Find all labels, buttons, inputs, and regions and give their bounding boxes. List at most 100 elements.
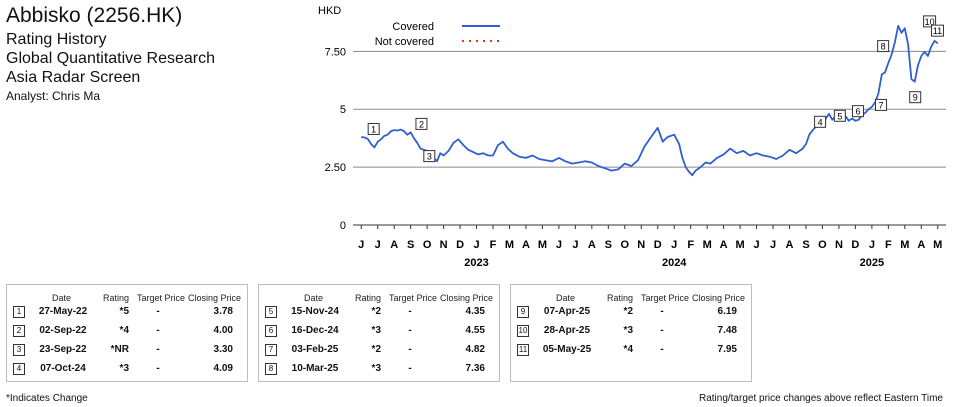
rating-marker-box: [814, 115, 827, 128]
row-rating: *3: [371, 325, 381, 336]
row-number-badge: 10: [517, 325, 529, 337]
row-target-price: -: [156, 363, 160, 374]
row-date: 16-Dec-24: [291, 325, 339, 336]
row-date: 27-May-22: [38, 306, 88, 317]
year-label: 2023: [464, 257, 488, 269]
x-tick-label: M: [933, 239, 942, 251]
year-label: 2025: [860, 257, 884, 269]
table-header-date: Date: [52, 293, 72, 303]
row-closing-price: 7.95: [717, 344, 737, 355]
subtitle-line-1: Rating History: [6, 31, 107, 48]
row-target-price: -: [408, 306, 412, 317]
row-rating: *3: [371, 363, 381, 374]
row-rating: *3: [623, 325, 633, 336]
row-date: 15-Nov-24: [291, 306, 339, 317]
row-target-price: -: [660, 306, 664, 317]
row-number-badge: 4: [13, 363, 25, 375]
row-rating: *3: [119, 363, 129, 374]
rating-marker-box: [909, 91, 922, 104]
row-rating: *2: [371, 344, 381, 355]
x-tick-label: J: [473, 239, 479, 251]
rating-marker-box: [923, 15, 937, 28]
rating-marker-label: 6: [855, 107, 860, 117]
page-title: Abbisko (2256.HK): [6, 4, 183, 27]
row-rating: *2: [623, 306, 633, 317]
x-tick-label: A: [588, 239, 596, 251]
x-tick-label: J: [358, 239, 364, 251]
table-header-date: Date: [304, 293, 324, 303]
rating-marker-box: [833, 109, 846, 122]
x-tick-label: J: [375, 239, 381, 251]
x-tick-label: S: [407, 239, 414, 251]
x-tick-label: O: [818, 239, 827, 251]
rating-marker-box: [877, 40, 890, 53]
x-tick-label: A: [720, 239, 728, 251]
table-header-date: Date: [556, 293, 576, 303]
rating-table: Date Rating Target Price Closing Price 1 27-M…: [6, 284, 248, 382]
x-tick-label: J: [556, 239, 562, 251]
table-row: 6 16-Dec-24 *3 - 4.55: [259, 325, 499, 339]
y-tick-label: 2.50: [325, 162, 346, 174]
y-tick-label: 5: [340, 104, 346, 116]
row-closing-price: 7.48: [717, 325, 737, 336]
row-closing-price: 7.36: [465, 363, 485, 374]
x-tick-label: D: [456, 239, 464, 251]
rating-marker-label: 11: [933, 26, 942, 36]
table-header-target: Target Price: [137, 293, 186, 303]
footnote-change: *Indicates Change: [6, 393, 88, 404]
row-closing-price: 3.30: [213, 344, 233, 355]
row-date: 07-Apr-25: [543, 306, 591, 317]
rating-marker-box: [851, 105, 864, 118]
x-tick-label: M: [703, 239, 712, 251]
table-header-target: Target Price: [389, 293, 438, 303]
row-rating: *4: [623, 344, 633, 355]
x-tick-label: J: [572, 239, 578, 251]
x-tick-label: O: [423, 239, 432, 251]
price-series-line: [361, 25, 939, 177]
table-row: 5 15-Nov-24 *2 - 4.35: [259, 306, 499, 320]
row-target-price: -: [156, 325, 160, 336]
row-number-badge: 7: [265, 344, 277, 356]
header: Abbisko (2256.HK) Rating History Global …: [6, 2, 215, 104]
rating-marker-label: 2: [419, 119, 424, 129]
row-number-badge: 1: [13, 306, 25, 318]
x-tick-label: N: [835, 239, 843, 251]
rating-table: Date Rating Target Price Closing Price 9 07-A…: [510, 284, 752, 382]
x-tick-label: O: [621, 239, 630, 251]
subtitle-line-2: Global Quantitative Research: [6, 50, 215, 67]
footnote-eastern-time: Rating/target price changes above reflec…: [698, 393, 943, 404]
x-tick-label: F: [885, 239, 892, 251]
rating-marker-box: [367, 122, 380, 135]
x-tick-label: J: [770, 239, 776, 251]
rating-marker-label: 4: [818, 117, 823, 127]
table-row: 7 03-Feb-25 *2 - 4.82: [259, 344, 499, 358]
x-tick-label: N: [637, 239, 645, 251]
table-header-closing: Closing Price: [440, 293, 494, 303]
x-tick-label: J: [671, 239, 677, 251]
row-rating: *2: [371, 306, 381, 317]
row-number-badge: 5: [265, 306, 277, 318]
row-date: 23-Sep-22: [39, 344, 87, 355]
row-rating: *4: [119, 325, 129, 336]
row-number-badge: 8: [265, 363, 277, 375]
year-label: 2024: [662, 257, 687, 269]
x-tick-label: F: [490, 239, 497, 251]
row-closing-price: 4.35: [465, 306, 485, 317]
legend-label: Not covered: [375, 36, 434, 48]
row-number-badge: 6: [265, 325, 277, 337]
table-row: 10 28-Apr-25 *3 - 7.48: [511, 325, 751, 339]
x-tick-label: D: [654, 239, 662, 251]
table-header-rating: Rating: [103, 293, 130, 303]
analyst-name: Analyst: Chris Ma: [6, 89, 101, 103]
row-target-price: -: [408, 325, 412, 336]
y-axis-label: HKD: [318, 5, 341, 17]
table-header-closing: Closing Price: [188, 293, 242, 303]
x-tick-label: N: [440, 239, 448, 251]
x-tick-label: A: [917, 239, 925, 251]
rating-marker-label: 5: [837, 111, 842, 121]
table-row: 2 02-Sep-22 *4 - 4.00: [7, 325, 247, 339]
row-rating: *NR: [110, 344, 129, 355]
y-tick-label: 7.50: [325, 46, 346, 58]
x-tick-label: M: [505, 239, 514, 251]
